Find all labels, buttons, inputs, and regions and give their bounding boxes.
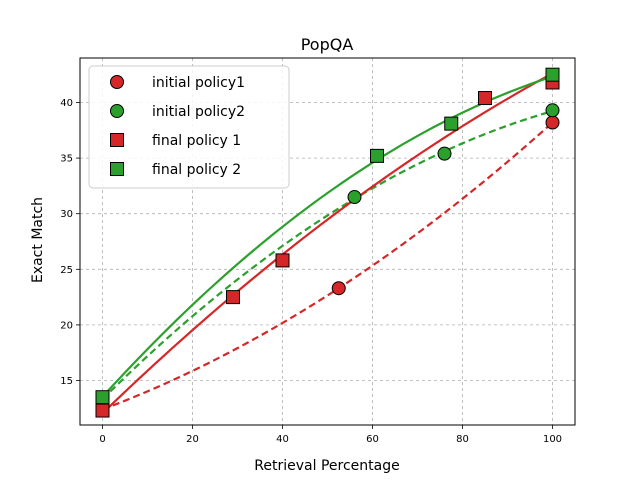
legend-marker — [110, 133, 124, 147]
data-point — [545, 103, 560, 118]
y-axis-title: Exact Match — [30, 197, 46, 283]
fit-line — [101, 75, 553, 398]
data-point — [275, 253, 290, 268]
y-axis-ticks: 15 20 25 30 35 40 — [60, 98, 80, 387]
x-tick-label: 40 — [276, 434, 289, 445]
fit-line — [101, 110, 553, 401]
x-tick-label: 80 — [456, 434, 469, 445]
x-axis-ticks: 0 20 40 60 80 100 — [99, 425, 562, 445]
data-point — [226, 290, 240, 305]
y-tick-label: 40 — [60, 98, 73, 109]
legend-label: final policy 2 — [152, 162, 241, 178]
data-point — [478, 91, 492, 106]
y-tick-label: 15 — [60, 376, 73, 387]
legend-marker — [110, 104, 124, 118]
legend: initial policy1 initial policy2 final poli… — [88, 65, 290, 189]
legend-label: initial policy1 — [152, 75, 245, 91]
data-point — [545, 115, 560, 130]
x-axis-title: Retrieval Percentage — [254, 458, 399, 474]
fit-line — [102, 121, 554, 411]
data-point — [545, 67, 560, 82]
y-tick-label: 35 — [60, 154, 73, 165]
data-points — [95, 67, 560, 418]
legend-marker — [110, 75, 124, 89]
x-tick-label: 20 — [186, 434, 199, 445]
legend-frame — [88, 65, 290, 189]
fit-line — [101, 72, 554, 415]
data-point — [331, 281, 346, 296]
legend-label: final policy 1 — [152, 133, 241, 149]
data-point — [370, 148, 384, 163]
legend-label: initial policy2 — [152, 104, 245, 120]
y-tick-label: 25 — [60, 265, 73, 276]
x-tick-label: 100 — [543, 434, 562, 445]
data-point — [95, 390, 110, 405]
x-tick-label: 0 — [99, 434, 105, 445]
data-point — [95, 403, 110, 418]
data-point — [444, 116, 459, 131]
legend-marker — [110, 162, 124, 176]
x-tick-label: 60 — [366, 434, 379, 445]
fit-lines — [101, 72, 554, 415]
plot-frame — [79, 57, 576, 426]
chart-title: PopQA — [301, 35, 354, 54]
y-tick-label: 30 — [60, 209, 73, 220]
data-point — [437, 146, 452, 161]
data-point — [347, 190, 362, 205]
y-tick-label: 20 — [60, 320, 73, 331]
